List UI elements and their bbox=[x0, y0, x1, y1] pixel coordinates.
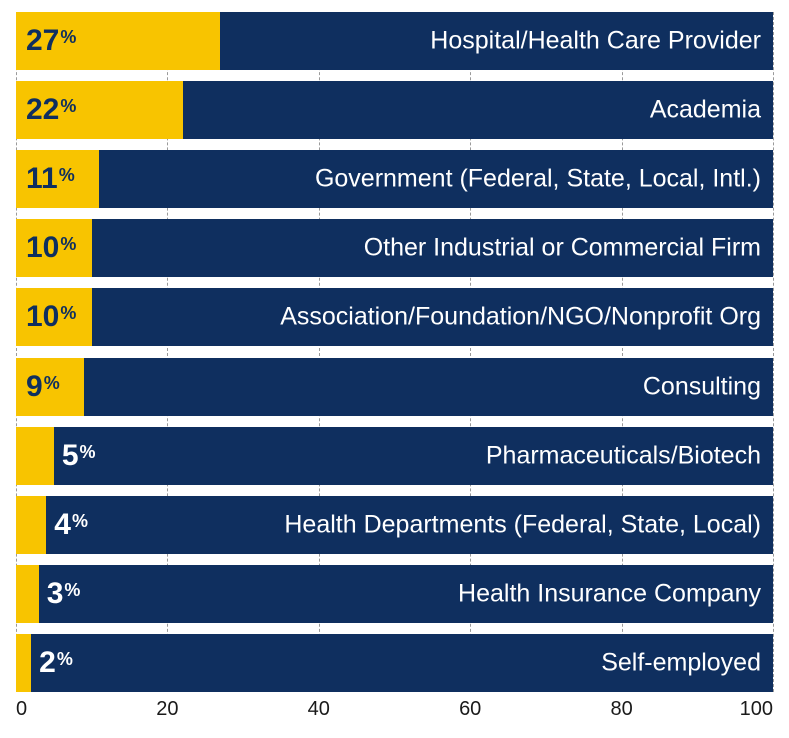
percent-sign: % bbox=[64, 580, 80, 600]
bar-value: 3% bbox=[47, 579, 81, 609]
bar-value: 10% bbox=[26, 233, 76, 263]
bar-value-number: 27 bbox=[26, 24, 59, 57]
bar-value: 5% bbox=[62, 441, 96, 471]
bar-fill bbox=[16, 634, 31, 692]
bar-value-number: 9 bbox=[26, 370, 43, 403]
bar-value: 27% bbox=[26, 26, 76, 56]
bar-label: Pharmaceuticals/Biotech bbox=[486, 441, 761, 470]
bar-value-number: 22 bbox=[26, 93, 59, 126]
percent-sign: % bbox=[80, 442, 96, 462]
bar-label: Consulting bbox=[643, 372, 761, 401]
percent-sign: % bbox=[44, 373, 60, 393]
x-tick: 20 bbox=[156, 698, 178, 721]
bar-value: 2% bbox=[39, 648, 73, 678]
bar-label: Academia bbox=[650, 96, 761, 125]
x-axis: 0 20 40 60 80 100 bbox=[16, 692, 773, 732]
percent-sign: % bbox=[60, 303, 76, 323]
x-tick: 80 bbox=[610, 698, 632, 721]
bar-label: Association/Foundation/NGO/Nonprofit Org bbox=[280, 303, 761, 332]
bar-row: 22% Academia bbox=[16, 81, 773, 139]
bar-value: 10% bbox=[26, 302, 76, 332]
bar-value-number: 3 bbox=[47, 577, 64, 610]
percent-sign: % bbox=[59, 165, 75, 185]
bar-label: Other Industrial or Commercial Firm bbox=[364, 234, 761, 263]
percent-sign: % bbox=[60, 27, 76, 47]
bar-value-number: 10 bbox=[26, 231, 59, 264]
bar-value-number: 11 bbox=[26, 162, 58, 195]
bar-value: 9% bbox=[26, 372, 60, 402]
bar-fill bbox=[16, 427, 54, 485]
bar-label: Hospital/Health Care Provider bbox=[430, 27, 761, 56]
percent-sign: % bbox=[57, 649, 73, 669]
employment-sector-bar-chart: 27% Hospital/Health Care Provider 22% Acade… bbox=[0, 0, 789, 738]
plot-area: 27% Hospital/Health Care Provider 22% Acade… bbox=[16, 12, 773, 692]
x-tick: 100 bbox=[740, 698, 773, 721]
bar-value: 4% bbox=[54, 510, 88, 540]
bar-row: 10% Other Industrial or Commercial Firm bbox=[16, 219, 773, 277]
bar-fill bbox=[16, 496, 46, 554]
bar-label: Health Departments (Federal, State, Loca… bbox=[284, 510, 761, 539]
bar-row: 9% Consulting bbox=[16, 358, 773, 416]
bar-value-number: 5 bbox=[62, 439, 79, 472]
bar-label: Self-employed bbox=[601, 648, 761, 677]
bar-fill bbox=[16, 565, 39, 623]
bar-rows: 27% Hospital/Health Care Provider 22% Acade… bbox=[16, 12, 773, 692]
bar-row: 5% Pharmaceuticals/Biotech bbox=[16, 427, 773, 485]
percent-sign: % bbox=[72, 511, 88, 531]
bar-row: 27% Hospital/Health Care Provider bbox=[16, 12, 773, 70]
bar-value: 22% bbox=[26, 95, 76, 125]
bar-row: 4% Health Departments (Federal, State, Lo… bbox=[16, 496, 773, 554]
x-tick: 0 bbox=[16, 698, 27, 721]
bar-row: 2% Self-employed bbox=[16, 634, 773, 692]
bar-row: 10% Association/Foundation/NGO/Nonprofit … bbox=[16, 288, 773, 346]
bar-value-number: 2 bbox=[39, 646, 56, 679]
bar-value-number: 4 bbox=[54, 508, 71, 541]
percent-sign: % bbox=[60, 96, 76, 116]
bar-value: 11% bbox=[26, 164, 75, 194]
bar-label: Health Insurance Company bbox=[458, 579, 761, 608]
bar-row: 3% Health Insurance Company bbox=[16, 565, 773, 623]
bar-row: 11% Government (Federal, State, Local, In… bbox=[16, 150, 773, 208]
x-tick: 40 bbox=[308, 698, 330, 721]
bar-label: Government (Federal, State, Local, Intl.… bbox=[315, 165, 761, 194]
bar-value-number: 10 bbox=[26, 300, 59, 333]
gridline bbox=[773, 12, 774, 692]
x-tick: 60 bbox=[459, 698, 481, 721]
percent-sign: % bbox=[60, 234, 76, 254]
